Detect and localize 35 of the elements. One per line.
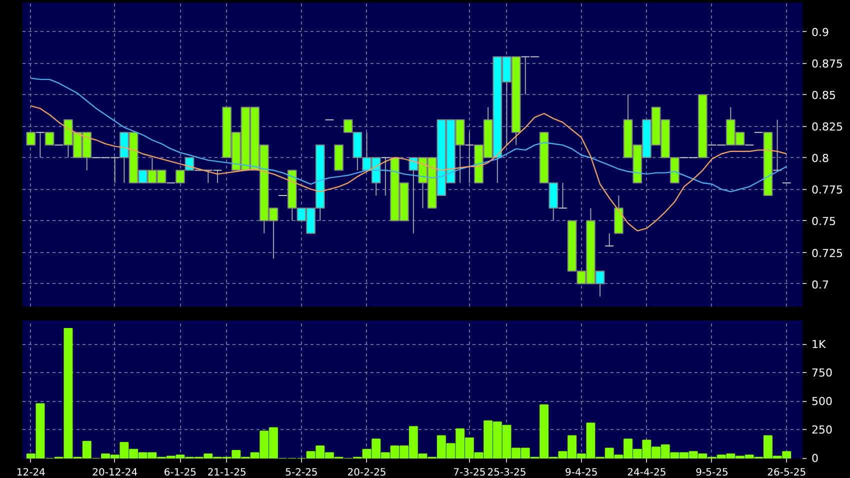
y-tick-label: 0.75 [812,215,836,228]
x-tick-label: 20-12-24 [92,468,138,478]
candlestick [604,232,614,246]
x-tick-label: 24-4-25 [627,468,666,478]
y-tick-label: 1K [812,338,826,351]
x-tick-label: 26-5-25 [767,468,806,478]
y-tick-label: 500 [812,394,832,408]
x-tick-label: 6-1-25 [164,468,197,478]
y-tick-label: 750 [812,366,832,380]
y-tick-label: 0.9 [812,26,829,40]
candlestick [380,157,390,196]
candlestick [26,132,36,146]
y-tick-label: 0.775 [812,184,843,197]
x-tick-label: 7-3-25 [453,468,486,478]
x-tick-label: 25-3-25 [487,468,526,478]
x-tick-label: 9-4-25 [565,468,598,478]
x-tick-label: 5-2-25 [285,468,318,478]
y-tick-label: 0.875 [812,58,843,71]
y-tick-label: 0.8 [812,152,829,166]
y-tick-label: 0.825 [812,120,843,134]
x-tick-label: 9-5-25 [696,468,728,478]
candlestick [44,132,54,146]
y-tick-label: 250 [812,423,832,436]
y-tick-label: 0.7 [812,278,829,292]
y-tick-label: 0.725 [812,246,843,260]
x-tick-label: 21-1-25 [207,468,246,478]
line-series [30,78,788,192]
candlestick [36,132,45,158]
candlestick [464,132,474,184]
line-series [30,105,788,232]
y-tick-label: 0.85 [812,89,836,102]
candlestick [558,182,568,209]
y-tick-label: 0 [812,452,818,465]
x-tick-label: 20-2-25 [347,468,386,478]
x-tick-label: 12-24 [16,468,46,478]
